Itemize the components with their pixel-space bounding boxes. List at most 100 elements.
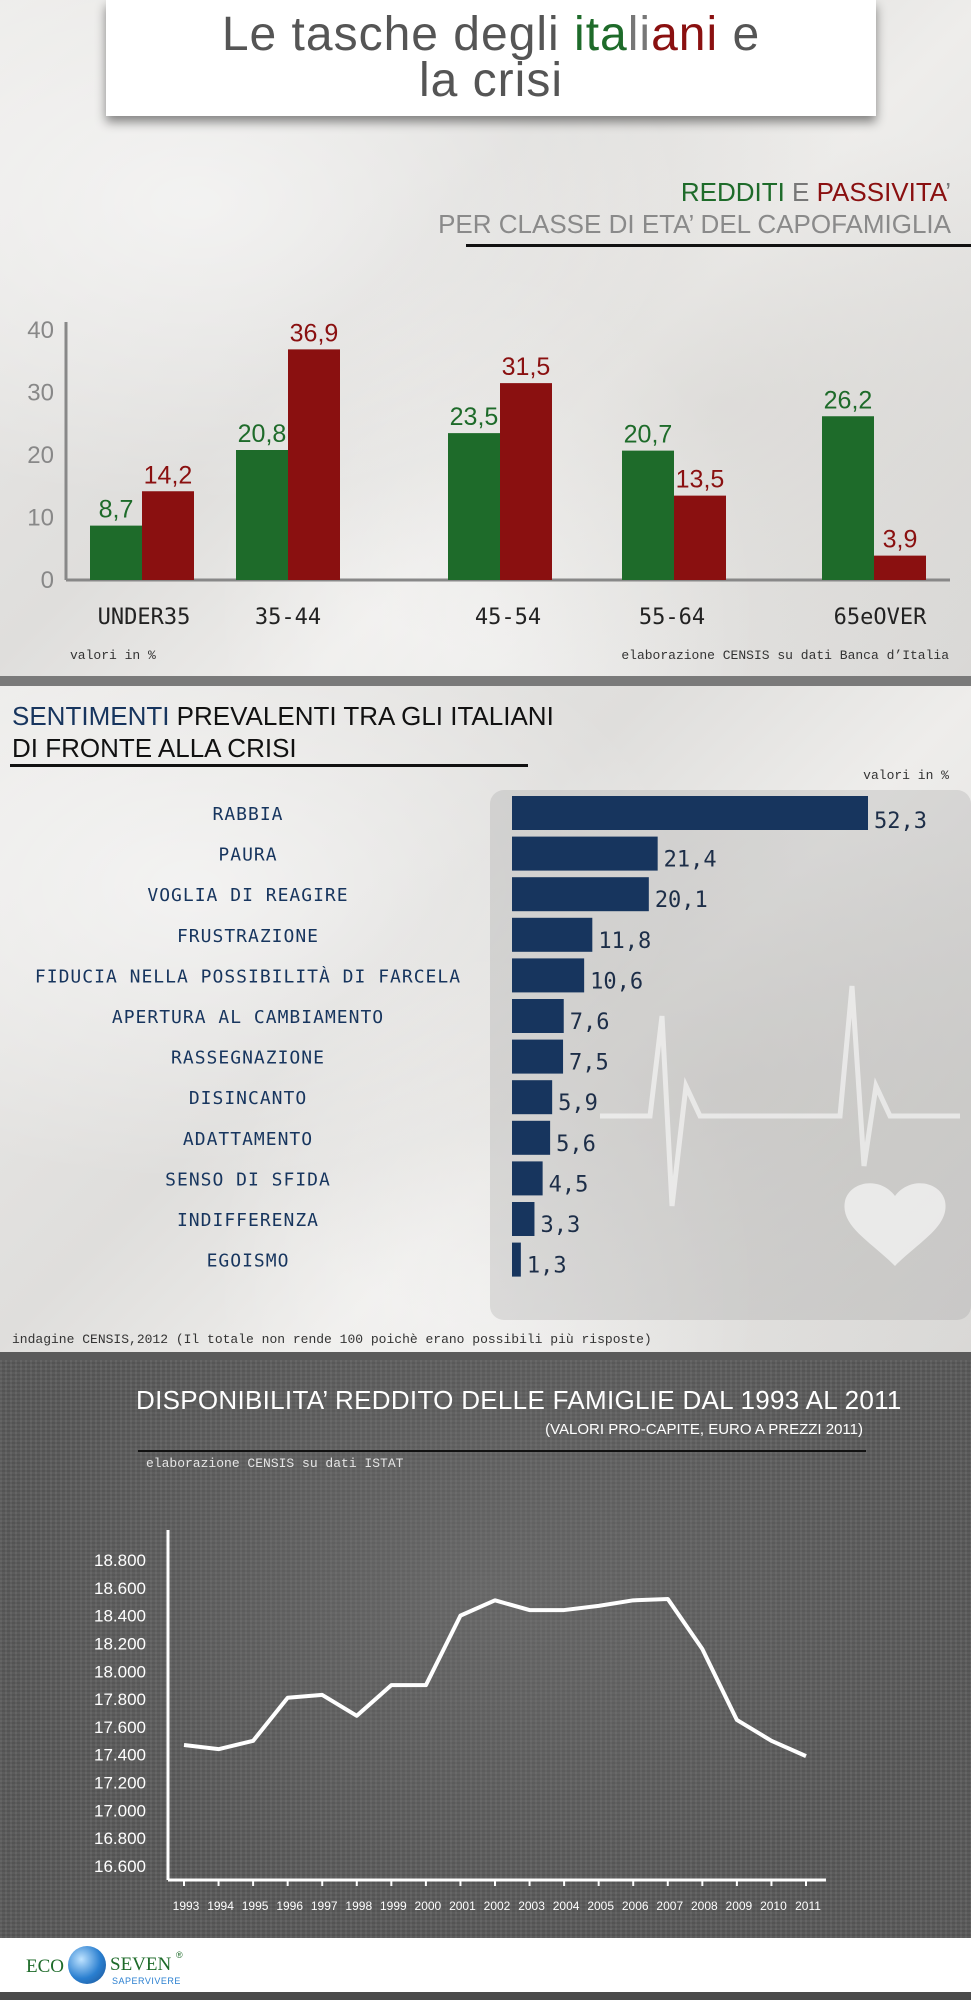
globe-icon	[68, 1946, 106, 1984]
y-tick-label: 16.600	[94, 1857, 146, 1876]
y-tick-label: 16.800	[94, 1829, 146, 1848]
data-label: 8,7	[99, 496, 134, 524]
y-tick-label: 18.800	[94, 1551, 146, 1570]
x-tick-label: 35-44	[255, 605, 321, 630]
data-label: 26,2	[824, 386, 873, 414]
category-label: RASSEGNAZIONE	[171, 1048, 325, 1069]
x-tick-label: 2002	[484, 1899, 511, 1913]
y-tick-label: 17.400	[94, 1746, 146, 1765]
redditi-source-note: elaborazione CENSIS su dati Banca d’Ital…	[621, 648, 949, 663]
main-title: Le tasche degli italiani e la crisi	[221, 8, 761, 107]
bar	[512, 877, 649, 912]
data-label: 7,6	[570, 1010, 610, 1035]
reddito-line-chart: 16.600 16.800 17.000 17.200 17.400 17.600 17.8…	[94, 1530, 826, 1913]
heart-icon	[844, 1183, 946, 1266]
y-tick-label: 0	[41, 567, 54, 594]
y-tick-label: 40	[27, 317, 54, 344]
sentimenti-heading-rule	[10, 764, 528, 767]
bar	[622, 450, 674, 580]
x-tick-label: 1995	[242, 1899, 269, 1913]
x-tick-label: 2003	[518, 1899, 545, 1913]
section-separator-2	[0, 1352, 971, 1360]
sentimenti-footnote: indagine CENSIS,2012 (Il totale non rend…	[12, 1332, 652, 1347]
category-label: RABBIA	[212, 804, 283, 825]
bar	[512, 1120, 551, 1155]
x-tick-label: 1998	[345, 1899, 372, 1913]
footer-band	[0, 1992, 971, 2000]
data-label: 14,2	[144, 461, 193, 489]
x-tick-label: 55-64	[639, 605, 705, 630]
sentimenti-bar-chart: 52,3 RABBIA 21,4 PAURA 20,1 VOGLIA DI REAGIRE…	[35, 790, 971, 1320]
redditi-units-note: valori in %	[70, 648, 156, 663]
bar	[448, 433, 500, 580]
bar	[822, 416, 874, 580]
data-label: 21,4	[664, 848, 717, 873]
bar	[288, 349, 340, 580]
footer	[0, 1938, 971, 2000]
data-label: 13,5	[676, 466, 725, 494]
x-tick-label: 2006	[622, 1899, 649, 1913]
bar	[142, 491, 194, 580]
x-tick-label: 2010	[760, 1899, 787, 1913]
x-tick-label: 1997	[311, 1899, 338, 1913]
x-tick-label: 65eOVER	[834, 605, 927, 630]
reddito-chart-title: DISPONIBILITA’ REDDITO DELLE FAMIGLIE DA…	[136, 1385, 902, 1415]
x-tick-label: 1993	[173, 1899, 200, 1913]
bar	[512, 1080, 553, 1115]
x-tick-label: 2011	[795, 1899, 821, 1913]
x-tick-label: 1994	[207, 1899, 234, 1913]
reddito-chart-subtitle: (VALORI PRO-CAPITE, EURO A PREZZI 2011)	[545, 1421, 863, 1438]
sentimenti-units-note: valori in %	[863, 768, 949, 783]
category-label: VOGLIA DI REAGIRE	[147, 885, 348, 906]
data-label: 20,7	[624, 421, 673, 449]
y-tick-label: 10	[27, 505, 54, 532]
data-label: 3,3	[540, 1213, 580, 1238]
data-label: 20,1	[655, 888, 708, 913]
data-label: 3,9	[883, 526, 918, 554]
x-tick-label: 2008	[691, 1899, 718, 1913]
y-tick-label: 30	[27, 380, 54, 407]
main-title-box: Le tasche degli italiani e la crisi	[106, 0, 876, 116]
data-label: 31,5	[502, 353, 551, 381]
reddito-heading-rule	[138, 1450, 866, 1452]
bar	[674, 495, 726, 580]
series-line	[183, 1596, 807, 1758]
data-label: 10,6	[590, 969, 643, 994]
bar	[874, 555, 926, 580]
data-label: 20,8	[238, 420, 287, 448]
y-tick-label: 18.400	[94, 1607, 146, 1626]
data-label: 7,5	[569, 1051, 609, 1076]
bar	[512, 1242, 521, 1277]
x-tick-label: 2004	[553, 1899, 580, 1913]
data-label: 5,9	[558, 1091, 598, 1116]
bar	[512, 796, 868, 830]
x-tick-label: UNDER35	[98, 605, 191, 630]
y-tick-label: 18.200	[94, 1634, 146, 1653]
heartbeat-line	[600, 985, 960, 1207]
data-label: 4,5	[549, 1172, 589, 1197]
x-tick-label: 2000	[415, 1899, 442, 1913]
category-label: FRUSTRAZIONE	[177, 926, 319, 947]
redditi-word: REDDITI	[680, 177, 785, 207]
x-tick-label: 2007	[656, 1899, 683, 1913]
y-tick-label: 17.800	[94, 1690, 146, 1709]
category-label: ADATTAMENTO	[183, 1129, 313, 1150]
redditi-subheading: PER CLASSE DI ETA’ DEL CAPOFAMIGLIA	[438, 209, 951, 239]
bar	[512, 958, 585, 993]
bar	[512, 1161, 543, 1196]
category-label: DISINCANTO	[189, 1088, 307, 1109]
category-label: INDIFFERENZA	[177, 1210, 319, 1231]
reddito-source-note: elaborazione CENSIS su dati ISTAT	[146, 1456, 404, 1471]
bar	[512, 1202, 535, 1236]
ecoseven-logo[interactable]: ECO SEVEN ® SAPERVIVERE	[26, 1944, 186, 1988]
bar	[236, 450, 288, 580]
passivita-word: PASSIVITA	[816, 177, 946, 207]
data-label: 36,9	[290, 319, 339, 347]
data-label: 23,5	[450, 403, 499, 431]
section-reddito-famiglie	[0, 1360, 971, 1938]
y-tick-label: 18.600	[94, 1579, 146, 1598]
section-separator	[0, 676, 971, 686]
y-tick-label: 17.600	[94, 1718, 146, 1737]
bar	[500, 383, 552, 580]
data-label: 52,3	[874, 809, 927, 834]
